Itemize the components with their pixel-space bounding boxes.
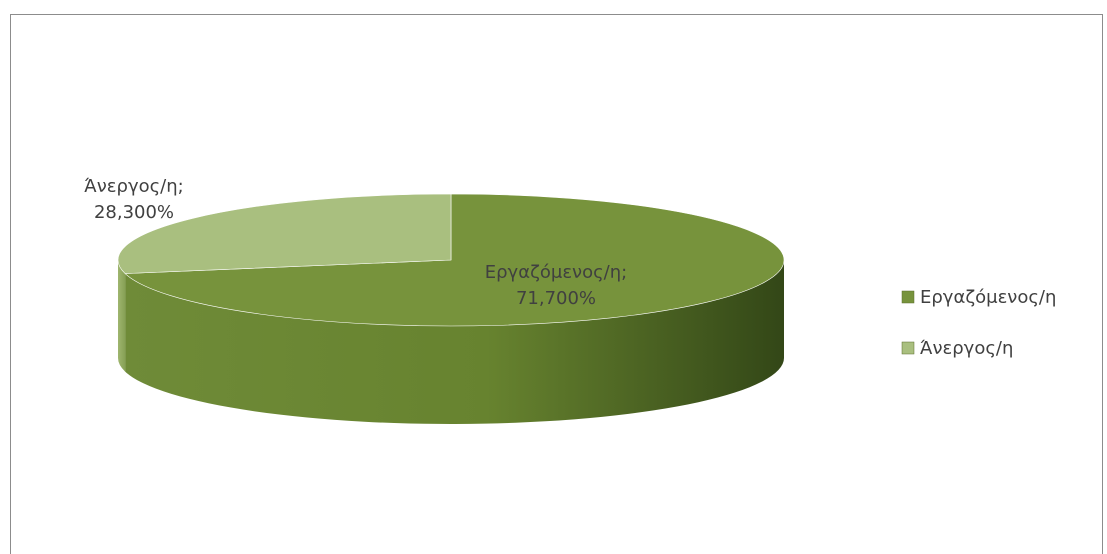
chart-frame xyxy=(10,14,1103,554)
pie-slice-side-0 xyxy=(125,260,784,425)
pie-slice-side-1 xyxy=(118,260,126,372)
pie-slices xyxy=(117,193,785,425)
pie-data-labels: Εργαζόμενος/η; 71,700% Άνεργος/η; 28,300% xyxy=(84,176,627,309)
legend-swatch-1 xyxy=(901,341,915,355)
pie-slice-0 xyxy=(124,193,785,327)
legend-label-1: Άνεργος/η xyxy=(920,338,1013,359)
data-label-1: Άνεργος/η; 28,300% xyxy=(84,176,183,223)
legend: Εργαζόμενος/η Άνεργος/η xyxy=(901,287,1056,359)
legend-label-0: Εργαζόμενος/η xyxy=(920,287,1056,308)
legend-swatch-0 xyxy=(901,290,915,304)
pie-slice-1 xyxy=(117,193,452,274)
data-label-0: Εργαζόμενος/η; 71,700% xyxy=(485,262,627,309)
